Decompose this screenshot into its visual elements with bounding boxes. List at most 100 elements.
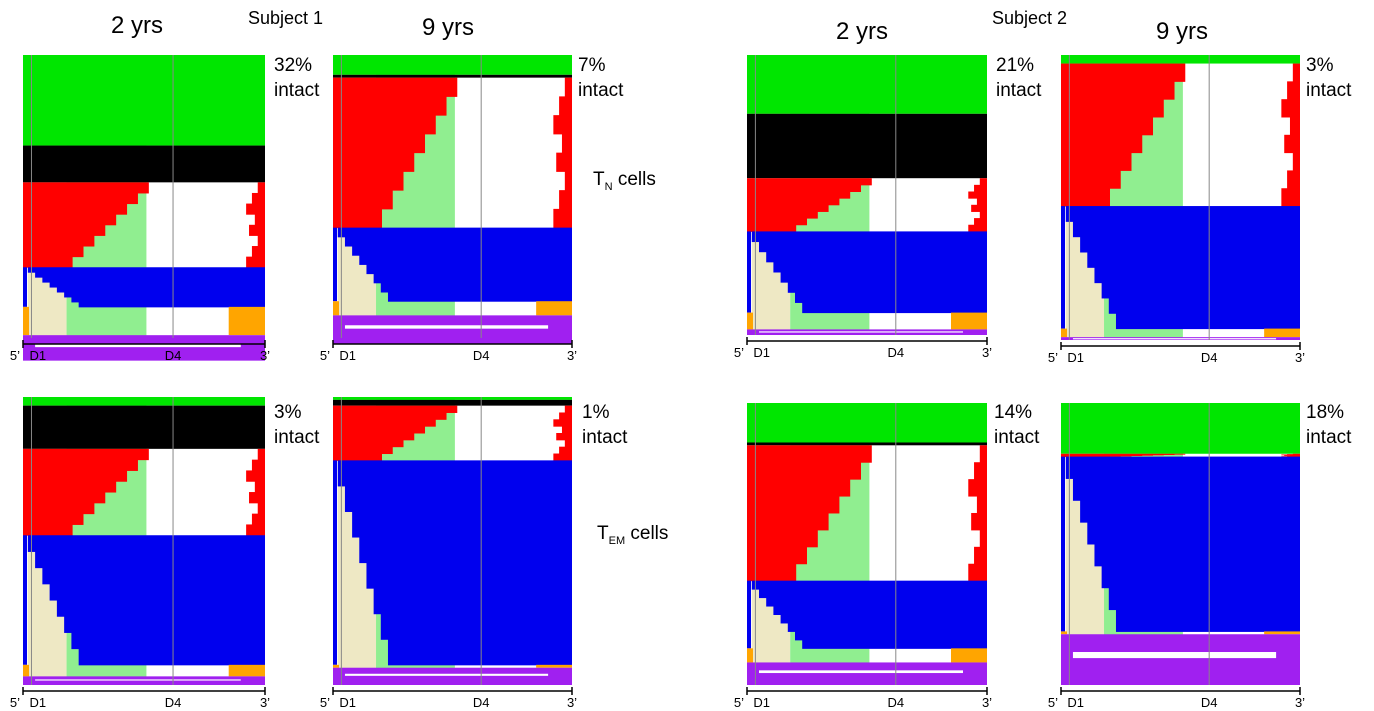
blue-step (387, 639, 572, 666)
blue-step (64, 616, 265, 633)
red-edge (971, 204, 987, 212)
block-black (23, 405, 265, 449)
red-edge (564, 171, 572, 191)
blue-step (1087, 252, 1300, 268)
subject-1-label: Subject 1 (248, 8, 324, 28)
orange-margin (333, 301, 339, 316)
blue-margin (1061, 206, 1065, 329)
axis-label-d4: D4 (887, 695, 904, 710)
purple-gap (35, 679, 241, 681)
red-edge (257, 448, 265, 461)
intact-label-s1-2yrs-tem: 3% intact (274, 402, 320, 448)
blue-step (64, 292, 265, 298)
tem-cells-label: TEM cells (597, 523, 669, 547)
axis-label-d1: D1 (1067, 695, 1084, 710)
red-edge (257, 182, 265, 194)
orange-margin (23, 306, 29, 336)
axis-label-5prime: 5’ (320, 695, 330, 710)
red-step (1061, 170, 1121, 189)
red-step (333, 405, 458, 413)
blue-step (35, 272, 265, 278)
red-edge (1284, 134, 1300, 154)
red-edge (246, 524, 265, 536)
red-step (333, 133, 426, 154)
red-step (23, 513, 84, 525)
red-edge (1287, 81, 1300, 100)
blue-step (773, 606, 987, 615)
red-step (333, 96, 447, 116)
red-edge (979, 211, 987, 219)
blue-step (787, 282, 987, 293)
blue-margin (23, 535, 27, 665)
axis-label-3prime: 3’ (982, 695, 992, 710)
red-step (333, 439, 404, 448)
axis-label-5prime: 5’ (1048, 695, 1058, 710)
red-step (747, 496, 840, 514)
intact-label-s2-2yrs-tn: 21% intact (996, 55, 1042, 101)
axis-label-3prime: 3’ (567, 348, 577, 363)
blue-step (1108, 297, 1300, 314)
blue-step (1101, 565, 1300, 589)
red-edge (976, 496, 987, 514)
blue-step (344, 236, 572, 247)
red-edge (251, 192, 265, 205)
red-edge (559, 446, 572, 455)
red-edge (556, 433, 572, 441)
red-step (333, 152, 415, 172)
blue-step (359, 255, 572, 265)
orange-block (1264, 328, 1300, 338)
blue-margin (23, 267, 27, 307)
red-edge (974, 546, 987, 565)
blue-margin (747, 231, 751, 313)
axis-label-d1: D1 (29, 348, 46, 363)
blue-step (352, 511, 572, 538)
red-edge (553, 115, 572, 135)
red-step (747, 204, 829, 212)
red-step (333, 208, 382, 229)
red-edge (968, 191, 987, 199)
red-step (747, 529, 818, 548)
intact-label-s1-9yrs-tem: 1% intact (582, 402, 628, 448)
axis-label-3prime: 3’ (1295, 695, 1305, 710)
orange-block (536, 301, 572, 316)
red-step (23, 256, 73, 268)
axis-label-3prime: 3’ (567, 695, 577, 710)
red-edge (246, 256, 265, 268)
block-intact (23, 55, 265, 146)
red-step (747, 445, 872, 463)
red-step (23, 203, 128, 215)
red-step (333, 412, 447, 420)
blue-step (1080, 236, 1300, 253)
blue-step (1072, 221, 1300, 238)
red-step (1061, 81, 1175, 100)
orange-margin (333, 664, 339, 668)
red-step (23, 214, 117, 226)
purple-gap (759, 670, 963, 674)
red-edge (257, 235, 265, 247)
red-step (1061, 63, 1186, 82)
axis-label-5prime: 5’ (10, 695, 20, 710)
axis-label-3prime: 3’ (260, 348, 270, 363)
axis-label-d4: D4 (165, 348, 182, 363)
red-edge (251, 459, 265, 471)
blue-step (387, 292, 572, 302)
red-step (23, 192, 138, 205)
purple-gap (1072, 338, 1277, 340)
subject-2-label: Subject 2 (992, 8, 1068, 28)
axis-label-d1: D1 (29, 695, 46, 710)
red-step (1061, 152, 1132, 171)
blue-step (56, 600, 265, 617)
axis-label-3prime: 3’ (1295, 350, 1305, 365)
block-purple (23, 335, 265, 361)
red-step (23, 224, 106, 236)
red-edge (1289, 116, 1300, 136)
axis-label-d4: D4 (473, 348, 490, 363)
axis-label-5prime: 5’ (734, 695, 744, 710)
blue-margin (747, 580, 751, 649)
block-intact (1061, 55, 1300, 64)
red-step (747, 512, 829, 531)
blue-step (78, 301, 265, 308)
blue-step (802, 302, 987, 314)
red-step (23, 235, 95, 247)
